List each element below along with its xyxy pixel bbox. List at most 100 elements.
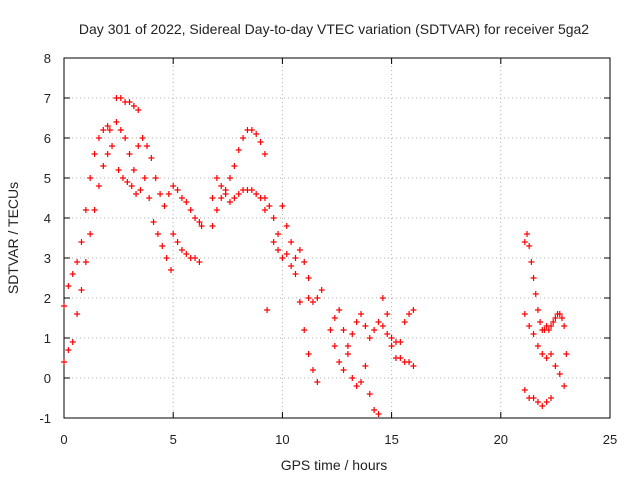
series-arc-4 — [135, 135, 205, 229]
data-point — [548, 323, 555, 329]
data-point — [87, 175, 94, 181]
grid-lines — [64, 58, 610, 418]
data-point — [548, 395, 555, 401]
data-point — [226, 175, 233, 181]
data-point — [61, 303, 67, 309]
data-point — [344, 343, 351, 349]
data-point — [532, 291, 539, 297]
data-point — [331, 343, 338, 349]
data-point — [270, 215, 277, 221]
data-point — [292, 271, 299, 277]
data-point — [388, 335, 395, 341]
data-point — [135, 107, 142, 113]
data-point — [235, 191, 242, 197]
data-point — [183, 199, 190, 205]
data-point — [117, 95, 124, 101]
data-point — [521, 387, 528, 393]
data-point — [128, 183, 135, 189]
data-point — [74, 311, 81, 317]
data-point — [344, 351, 351, 357]
data-point — [150, 219, 157, 225]
data-point — [248, 187, 255, 193]
data-point — [279, 203, 286, 209]
data-point — [261, 151, 268, 157]
data-point — [95, 183, 102, 189]
data-point — [133, 191, 140, 197]
data-point — [213, 207, 220, 213]
data-point — [305, 295, 312, 301]
y-tick-label: -1 — [39, 411, 51, 426]
data-point — [209, 195, 216, 201]
data-point — [521, 239, 528, 245]
data-point — [371, 407, 378, 413]
data-point — [301, 259, 308, 265]
data-point — [82, 207, 89, 213]
data-point — [539, 351, 546, 357]
data-point — [187, 207, 194, 213]
data-point — [318, 287, 325, 293]
data-point — [95, 135, 102, 141]
y-axis: -1 0 1 2 3 4 5 6 7 8 — [39, 51, 610, 426]
data-point — [124, 179, 131, 185]
data-point — [534, 307, 541, 313]
data-point — [135, 143, 142, 149]
data-point — [379, 323, 386, 329]
data-point — [157, 191, 164, 197]
data-point — [192, 215, 199, 221]
data-point — [209, 223, 216, 229]
chart-title: Day 301 of 2022, Sidereal Day-to-day VTE… — [79, 21, 589, 37]
data-point — [130, 167, 137, 173]
data-point — [218, 183, 225, 189]
data-point — [305, 275, 312, 281]
data-point — [170, 183, 177, 189]
data-point — [264, 307, 271, 313]
y-tick-label: 4 — [44, 211, 51, 226]
data-point — [174, 187, 181, 193]
data-point — [115, 167, 122, 173]
data-point — [65, 283, 72, 289]
series-arc-8 — [209, 175, 268, 205]
x-tick-label: 5 — [170, 432, 177, 447]
data-point — [309, 299, 316, 305]
data-point — [78, 287, 85, 293]
data-point — [122, 135, 129, 141]
data-point — [528, 259, 535, 265]
data-point — [410, 363, 417, 369]
y-tick-label: 1 — [44, 331, 51, 346]
data-point — [192, 255, 199, 261]
data-point — [550, 319, 557, 325]
data-point — [137, 187, 144, 193]
x-tick-label: 0 — [60, 432, 67, 447]
data-point — [82, 259, 89, 265]
data-point — [279, 255, 286, 261]
data-point — [165, 191, 172, 197]
series-arc-10 — [270, 239, 312, 281]
data-point — [406, 311, 413, 317]
data-point — [548, 351, 555, 357]
data-point — [375, 319, 382, 325]
data-point — [296, 247, 303, 253]
data-point — [534, 343, 541, 349]
data-point — [78, 239, 85, 245]
data-point — [196, 219, 203, 225]
data-point — [545, 327, 552, 333]
data-point — [275, 231, 282, 237]
data-point — [309, 367, 316, 373]
data-point — [288, 239, 295, 245]
series-arc-14 — [379, 295, 417, 361]
data-point — [257, 139, 264, 145]
data-point — [163, 255, 170, 261]
data-point — [104, 151, 111, 157]
data-point — [327, 327, 334, 333]
series-arc-16 — [521, 231, 570, 357]
data-point — [154, 231, 161, 237]
data-point — [113, 119, 120, 125]
data-point — [141, 175, 148, 181]
data-point — [65, 347, 72, 353]
data-point — [543, 399, 550, 405]
data-point — [119, 175, 126, 181]
data-point — [196, 259, 203, 265]
data-point — [526, 323, 533, 329]
data-point — [561, 383, 568, 389]
data-point — [406, 359, 413, 365]
